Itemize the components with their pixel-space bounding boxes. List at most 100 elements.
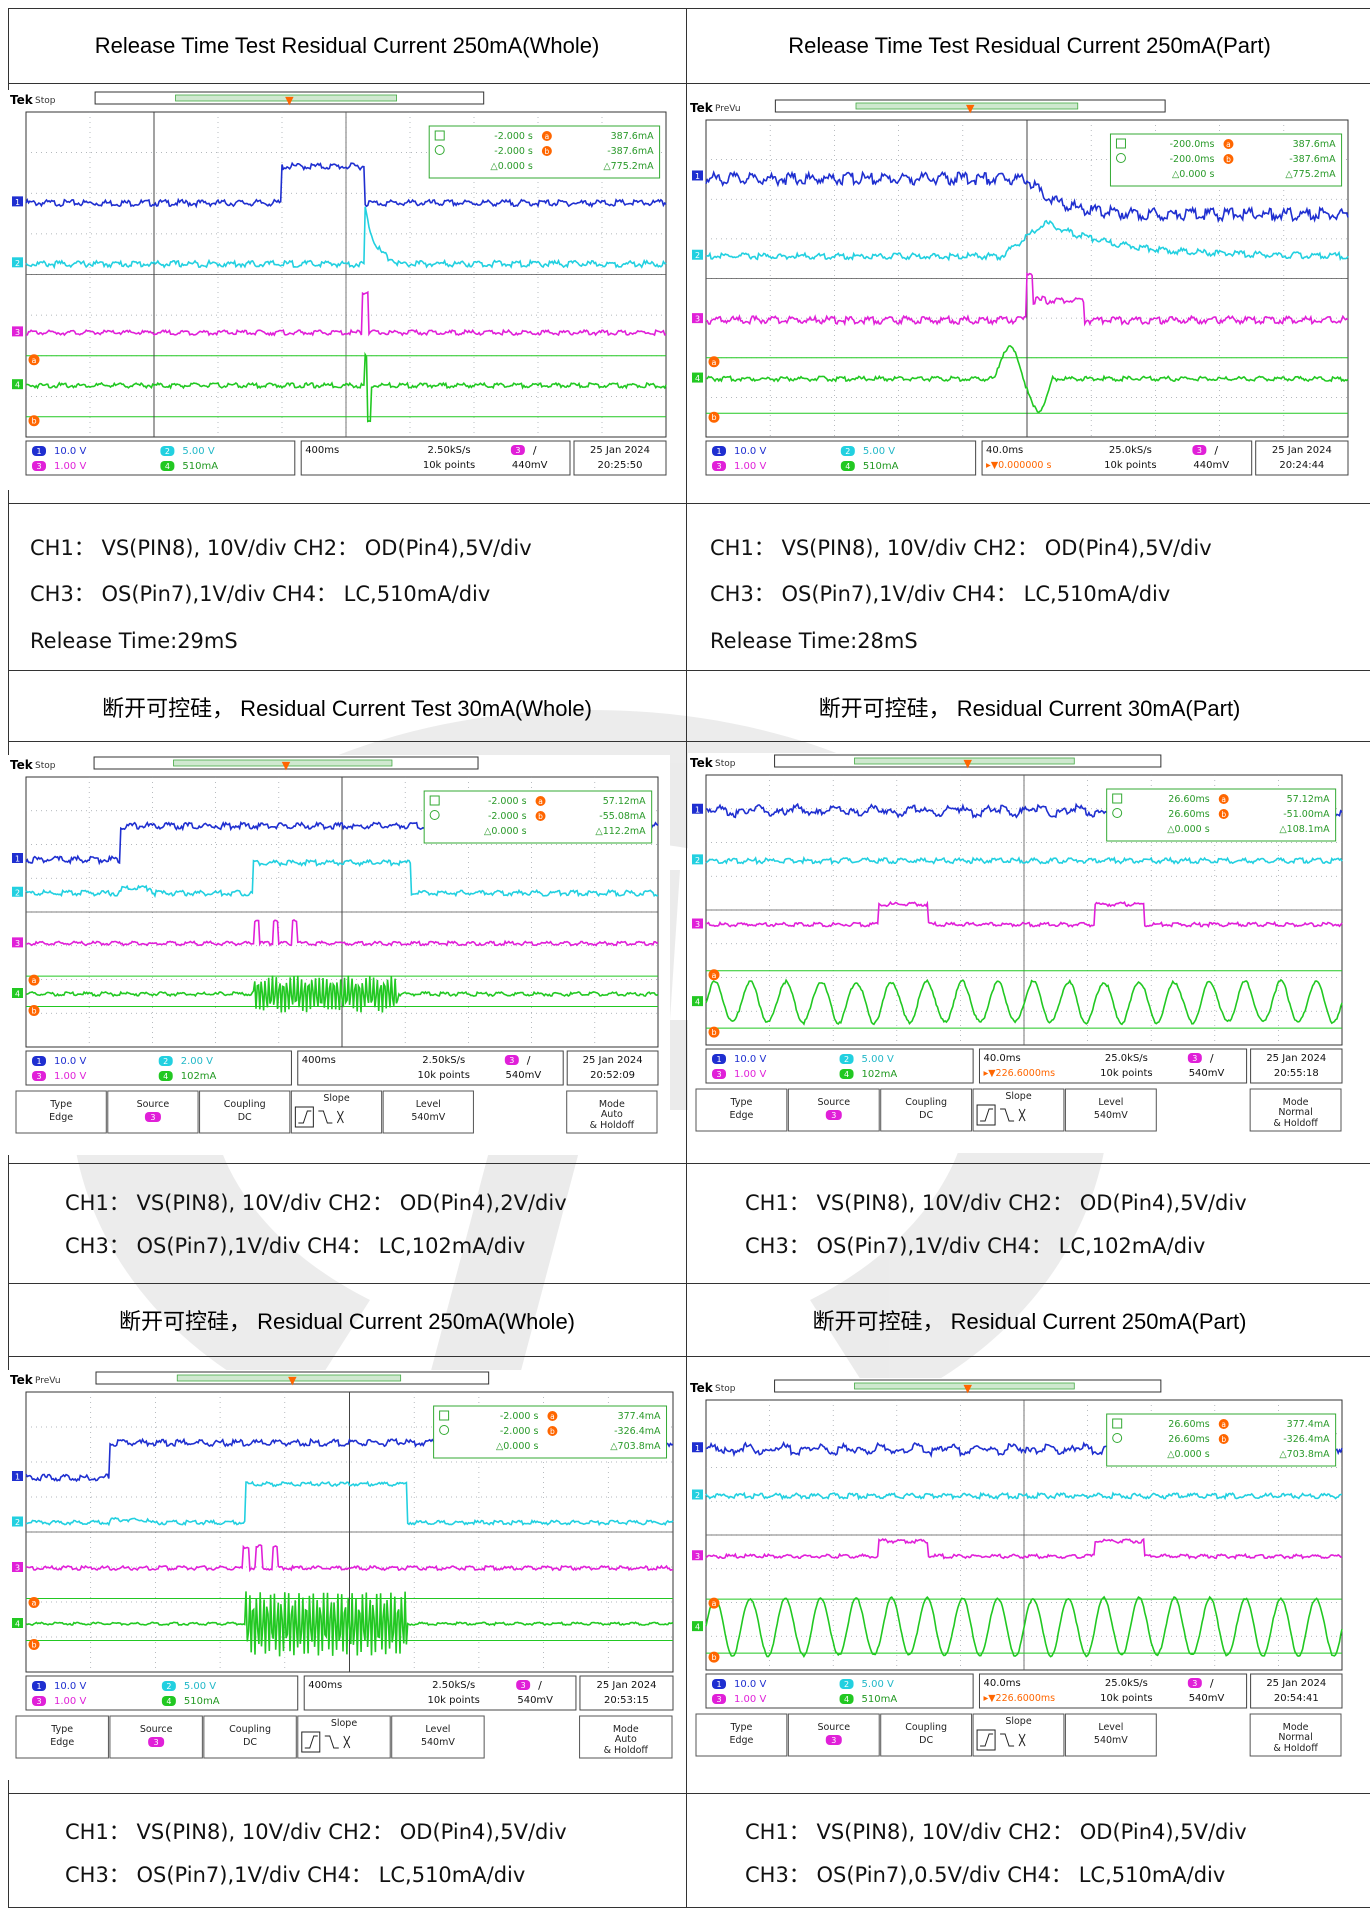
ch2-marker-label: 2	[695, 856, 700, 865]
caption-line: CH3： OS(Pin7),1V/div CH4： LC,510mA/div	[65, 1863, 526, 1887]
trigger-slope-icon: /	[527, 1054, 531, 1067]
ch3-marker-icon	[12, 1562, 23, 1572]
menu-slope-label: Slope	[323, 1093, 350, 1104]
rising-slope-icon	[301, 1731, 321, 1753]
cursor-a-label: a	[545, 132, 550, 141]
menu-level-label: Level	[1098, 1722, 1123, 1733]
cursor-a-value: 377.4mA	[618, 1411, 661, 1422]
menu-coupling-button	[880, 1088, 973, 1132]
cursor-a-icon	[1218, 1419, 1229, 1429]
ch4-marker-icon	[12, 1618, 23, 1628]
ch1-badge	[32, 446, 46, 456]
trigger-marker-icon: ▼	[963, 757, 972, 770]
timebase: 40.0ms	[983, 1053, 1020, 1064]
trigger-source-badge	[516, 1680, 531, 1690]
cursor-dt: △0.000 s	[1167, 1449, 1210, 1460]
ch1-scale: 10.0 V	[734, 446, 766, 457]
cursor-b-value: -387.6mA	[1289, 154, 1336, 165]
ch4-waveform	[706, 345, 1349, 414]
menu-type-label: Type	[730, 1722, 753, 1733]
ch4-marker-label: 4	[15, 990, 20, 999]
trigger-marker-icon: ▼	[963, 1382, 972, 1395]
ch2-marker-label: 2	[15, 888, 20, 897]
ch3-marker-label: 3	[15, 1564, 20, 1573]
menu-level-label: Level	[416, 1099, 441, 1110]
caption-line: CH1： VS(PIN8), 10V/div CH2： OD(Pin4),5V/…	[30, 536, 532, 560]
ch3-badge	[712, 461, 726, 471]
scope-date: 25 Jan 2024	[596, 1680, 656, 1691]
cursor-a-icon	[547, 1411, 558, 1421]
trigger-source-label: 3	[509, 1056, 514, 1065]
ch2-marker-label: 2	[15, 1518, 20, 1527]
caption-line: CH1： VS(PIN8), 10V/div CH2： OD(Pin4),5V/…	[745, 1191, 1247, 1215]
ch4-marker-icon	[12, 379, 23, 390]
ch3-badge-label: 3	[36, 1072, 41, 1081]
ch4-scale: 510mA	[862, 1694, 898, 1705]
scope-brand: Tek	[10, 758, 34, 772]
menu-mode-label: Mode	[1283, 1097, 1309, 1108]
ch3-badge-label: 3	[716, 462, 721, 471]
ch3-marker-icon	[12, 326, 23, 337]
ch3-badge-label: 3	[716, 1695, 721, 1704]
ch2-badge	[160, 446, 175, 456]
ch1-marker-icon	[12, 1471, 23, 1481]
row-divider	[8, 741, 1370, 742]
ch2-scale: 2.00 V	[181, 1056, 213, 1067]
ch3-waveform	[25, 1544, 674, 1573]
trigger-source-badge	[1187, 1053, 1202, 1063]
ch1-marker-label: 1	[15, 198, 20, 207]
cursor-b-label: b	[538, 812, 543, 821]
menu-type-label: Type	[49, 1099, 72, 1110]
ch1-marker-label: 1	[695, 1444, 700, 1453]
panel-title: 断开可控硅， Residual Current 30mA(Part)	[818, 695, 1241, 721]
menu-source-value: 3	[150, 1113, 155, 1122]
timebase: 400ms	[308, 1680, 342, 1691]
cursor2-icon	[1115, 153, 1126, 163]
ch3-marker-icon	[692, 313, 703, 324]
ch2-scale: 5.00 V	[862, 1054, 894, 1065]
falling-edge-icon	[1000, 1108, 1015, 1122]
cursor1-icon	[434, 130, 445, 141]
caption-line: CH3： OS(Pin7),0.5V/div CH4： LC,510mA/div	[745, 1863, 1226, 1887]
sample-rate: 2.50kS/s	[422, 1055, 465, 1066]
caption-line: CH1： VS(PIN8), 10V/div CH2： OD(Pin4),5V/…	[745, 1820, 1247, 1844]
trigger-source-label: 3	[1197, 446, 1202, 455]
ch2-scale: 5.00 V	[862, 1679, 894, 1690]
scope-date: 25 Jan 2024	[1266, 1053, 1326, 1064]
cursor-delta-value: △775.2mA	[603, 161, 654, 172]
menu-coupling-value: DC	[243, 1737, 257, 1748]
cursor2-icon	[439, 1425, 450, 1435]
cursor2-icon	[1112, 1433, 1123, 1443]
cursor-b-icon	[1218, 809, 1229, 819]
cursor-a-icon	[1223, 139, 1234, 149]
cursor-delta-value: △703.8mA	[610, 1441, 661, 1452]
ch1-marker-icon	[692, 803, 703, 814]
menu-level-button	[382, 1090, 474, 1134]
scope-state: PreVu	[35, 1376, 61, 1386]
row-divider	[8, 1793, 1370, 1794]
scope-state: Stop	[715, 1384, 736, 1394]
menu-holdoff-label: & Holdoff	[590, 1120, 635, 1131]
falling-edge-icon	[318, 1110, 333, 1124]
ch3-badge	[32, 1071, 46, 1081]
ch2-waveform	[25, 1480, 674, 1527]
menu-coupling-label: Coupling	[905, 1097, 947, 1108]
either-edge-icon	[1018, 1108, 1026, 1122]
cursor-b-value: -51.00mA	[1283, 809, 1330, 820]
row-divider	[8, 1163, 1370, 1164]
ch4-marker-label: 4	[15, 381, 20, 390]
cursor-b-value: -55.08mA	[599, 811, 646, 822]
panel-title: 断开可控硅， Residual Current 250mA(Whole)	[118, 1308, 576, 1334]
ch1-marker-icon	[692, 1442, 703, 1453]
menu-mode-label: Mode	[1283, 1722, 1309, 1733]
menu-level-value: 540mV	[421, 1737, 455, 1748]
menu-source-value: 3	[831, 1736, 836, 1745]
ch3-marker-icon	[12, 937, 23, 948]
ch4-scale: 510mA	[182, 461, 218, 472]
either-edge-icon	[343, 1735, 351, 1749]
cursor-marker-icon	[28, 1597, 40, 1608]
record-points: 10k points	[423, 460, 475, 471]
ch4-waveform	[705, 978, 1343, 1026]
menu-level-label: Level	[1098, 1097, 1123, 1108]
cursor-a-value: 387.6mA	[1293, 139, 1336, 150]
